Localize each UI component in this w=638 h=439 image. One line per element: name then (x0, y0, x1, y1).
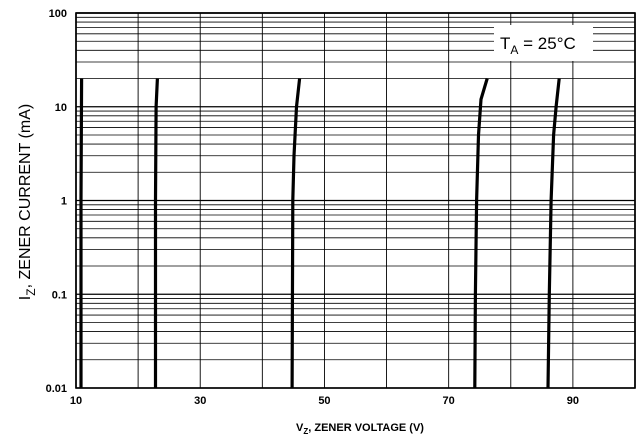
y-tick-label: 0.1 (52, 289, 67, 301)
x-axis-title: VZ, ZENER VOLTAGE (V) (296, 422, 424, 436)
svg-text:TA = 25°C: TA = 25°C (500, 34, 576, 57)
grid (75, 12, 636, 389)
plot-frame (75, 12, 636, 389)
y-tick-label: 1 (61, 196, 67, 208)
zener-curve-1 (79, 78, 84, 388)
y-tick-label: 0.01 (46, 383, 67, 395)
y-axis-title: IZ, ZENER CURRENT (mA) (17, 104, 38, 300)
zener-curve-3 (290, 78, 302, 389)
tick-labels: 10 30 50 70 90 0.01 0.1 1 10 100 (46, 8, 579, 407)
x-tick-label: 10 (70, 395, 82, 407)
temperature-annotation: TA = 25°C (494, 25, 593, 61)
zener-curve-5 (546, 78, 561, 389)
x-tick-label: 30 (194, 395, 206, 407)
curves (79, 78, 561, 389)
x-tick-label: 70 (443, 395, 455, 407)
zener-curve-4 (473, 78, 489, 389)
y-tick-label: 10 (55, 102, 67, 114)
y-tick-label: 100 (49, 8, 67, 20)
x-tick-label: 90 (567, 395, 579, 407)
zener-curve-2 (153, 78, 159, 388)
x-tick-label: 50 (318, 395, 330, 407)
